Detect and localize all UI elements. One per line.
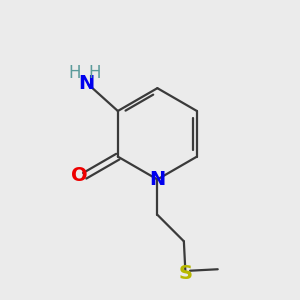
- Text: S: S: [178, 264, 192, 283]
- Text: N: N: [149, 170, 166, 189]
- Text: H: H: [68, 64, 80, 82]
- Text: O: O: [71, 166, 88, 185]
- Text: N: N: [78, 74, 94, 92]
- Text: H: H: [88, 64, 101, 82]
